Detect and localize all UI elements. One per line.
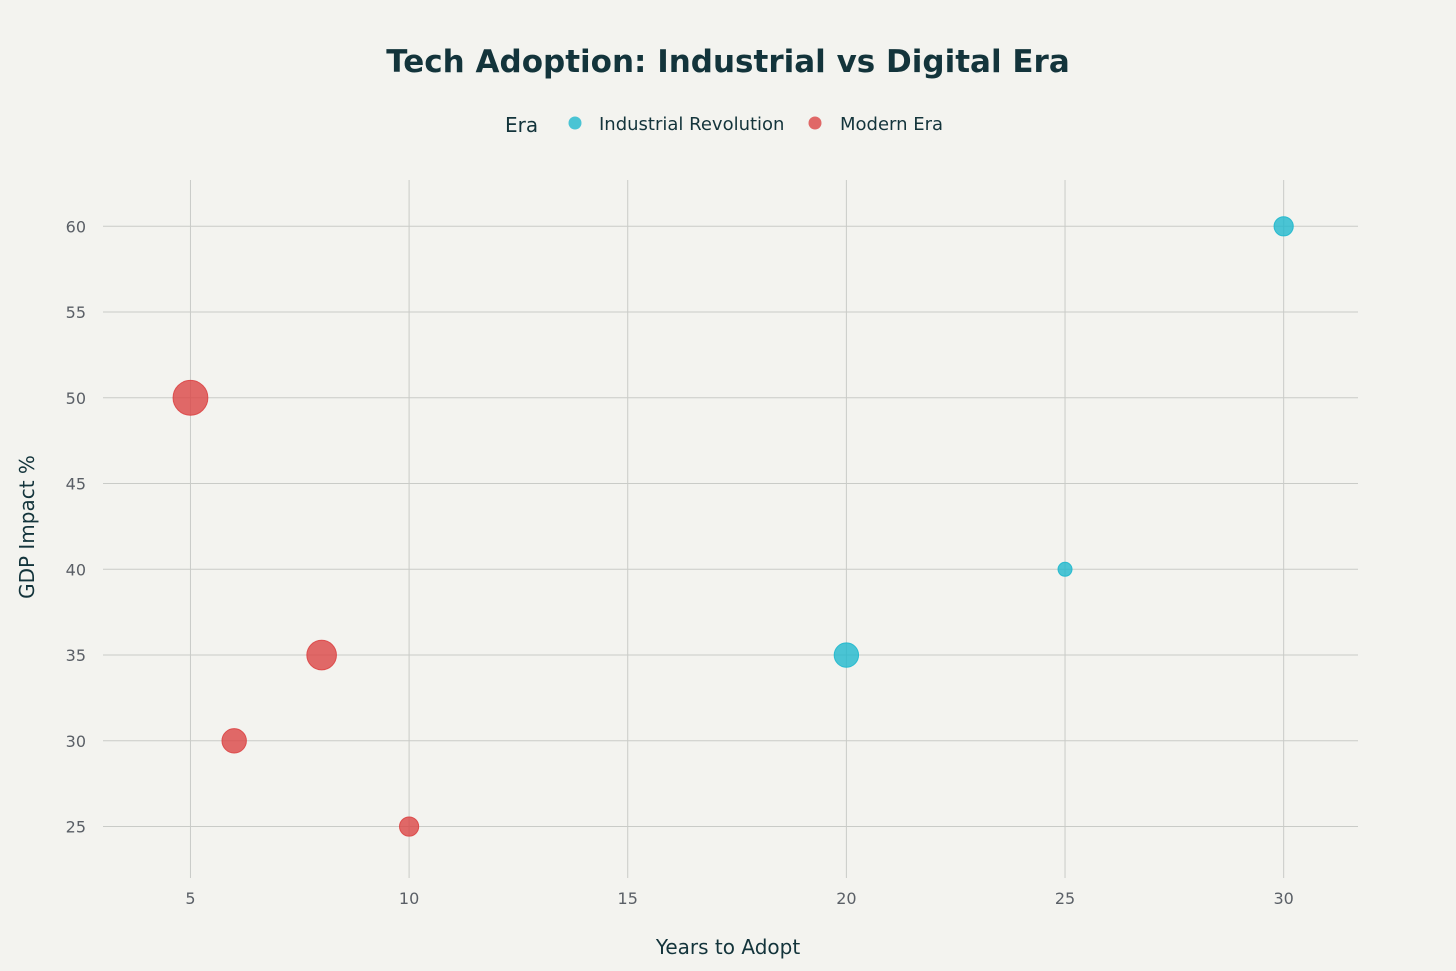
x-tick-label: 20 (836, 889, 856, 908)
y-axis-title: GDP Impact % (15, 455, 39, 599)
legend-marker-modern-era[interactable] (808, 116, 822, 130)
tick-labels: 5 10 15 20 25 30 25 30 35 40 45 50 55 60 (66, 217, 1294, 908)
x-tick-label: 30 (1273, 889, 1293, 908)
y-tick-label: 45 (66, 475, 86, 494)
legend-label-modern-era[interactable]: Modern Era (840, 114, 943, 135)
legend-label-industrial-revolution[interactable]: Industrial Revolution (599, 114, 784, 135)
chart-title: Tech Adoption: Industrial vs Digital Era (386, 44, 1070, 80)
legend-title: Era (505, 113, 538, 137)
x-tick-label: 5 (185, 889, 195, 908)
plot-area: 5 10 15 20 25 30 25 30 35 40 45 50 55 60 (66, 180, 1358, 908)
y-tick-label: 55 (66, 303, 86, 322)
x-axis-title: Years to Adopt (655, 935, 801, 959)
data-point-modern-era[interactable] (306, 639, 337, 671)
data-point-industrial-revolution[interactable] (1057, 561, 1073, 577)
data-point-industrial-revolution[interactable] (1273, 216, 1294, 237)
data-point-modern-era[interactable] (221, 728, 247, 754)
legend: Era Industrial Revolution Modern Era (505, 113, 943, 137)
grid-lines (103, 180, 1358, 878)
data-point-industrial-revolution[interactable] (833, 642, 860, 668)
y-tick-label: 30 (66, 732, 86, 751)
x-tick-label: 25 (1055, 889, 1075, 908)
y-tick-label: 25 (66, 818, 86, 837)
data-point-modern-era[interactable] (398, 816, 420, 837)
legend-marker-industrial-revolution[interactable] (568, 116, 582, 130)
x-tick-label: 10 (399, 889, 419, 908)
y-tick-label: 50 (66, 389, 86, 408)
y-tick-label: 60 (66, 217, 86, 236)
y-tick-label: 40 (66, 560, 86, 579)
x-tick-label: 15 (618, 889, 638, 908)
y-tick-label: 35 (66, 646, 86, 665)
data-points (172, 216, 1294, 837)
data-point-modern-era[interactable] (172, 379, 209, 416)
